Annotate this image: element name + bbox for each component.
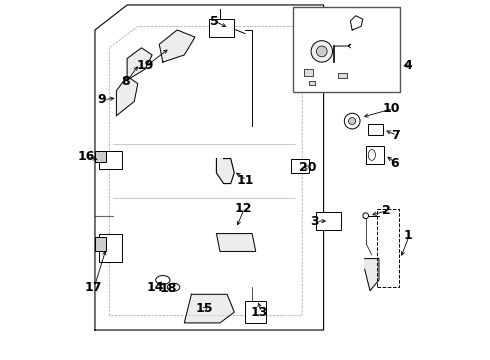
Text: 8: 8 xyxy=(121,75,130,88)
Bar xyxy=(95,152,106,162)
Text: 13: 13 xyxy=(250,306,268,319)
Text: 3: 3 xyxy=(310,215,319,228)
Text: 16: 16 xyxy=(77,150,95,163)
Bar xyxy=(338,73,347,78)
Circle shape xyxy=(363,213,368,219)
Polygon shape xyxy=(159,30,195,62)
Text: 1: 1 xyxy=(403,229,412,242)
Text: 7: 7 xyxy=(391,129,399,142)
Bar xyxy=(304,69,313,76)
Circle shape xyxy=(344,113,360,129)
Polygon shape xyxy=(184,294,234,323)
Bar xyxy=(292,158,309,173)
Bar xyxy=(209,19,234,37)
Ellipse shape xyxy=(167,283,180,291)
Text: 18: 18 xyxy=(160,283,177,296)
Ellipse shape xyxy=(311,41,333,62)
Text: 5: 5 xyxy=(210,14,219,27)
Bar xyxy=(293,7,400,93)
Circle shape xyxy=(348,117,356,125)
Polygon shape xyxy=(365,258,379,291)
Polygon shape xyxy=(127,48,152,80)
Text: 12: 12 xyxy=(234,202,252,215)
Ellipse shape xyxy=(317,46,327,57)
Text: 10: 10 xyxy=(383,102,400,115)
Bar xyxy=(98,234,122,262)
Text: 9: 9 xyxy=(98,93,106,106)
Text: 6: 6 xyxy=(391,157,399,170)
Text: 15: 15 xyxy=(195,302,213,315)
Text: 14: 14 xyxy=(147,281,165,294)
Bar xyxy=(317,212,342,230)
Ellipse shape xyxy=(156,275,170,284)
Bar xyxy=(309,81,315,85)
Bar xyxy=(377,208,398,287)
Bar xyxy=(367,146,384,164)
Text: 20: 20 xyxy=(299,161,316,174)
Text: 11: 11 xyxy=(236,174,254,186)
Text: 4: 4 xyxy=(403,59,412,72)
Bar xyxy=(98,152,122,169)
Bar xyxy=(95,237,106,251)
Text: 19: 19 xyxy=(136,59,154,72)
Text: 2: 2 xyxy=(382,204,391,217)
Bar xyxy=(368,124,383,135)
Bar xyxy=(245,301,267,323)
Polygon shape xyxy=(217,234,256,251)
Polygon shape xyxy=(117,76,138,116)
Text: 17: 17 xyxy=(84,281,102,294)
Polygon shape xyxy=(217,158,234,184)
